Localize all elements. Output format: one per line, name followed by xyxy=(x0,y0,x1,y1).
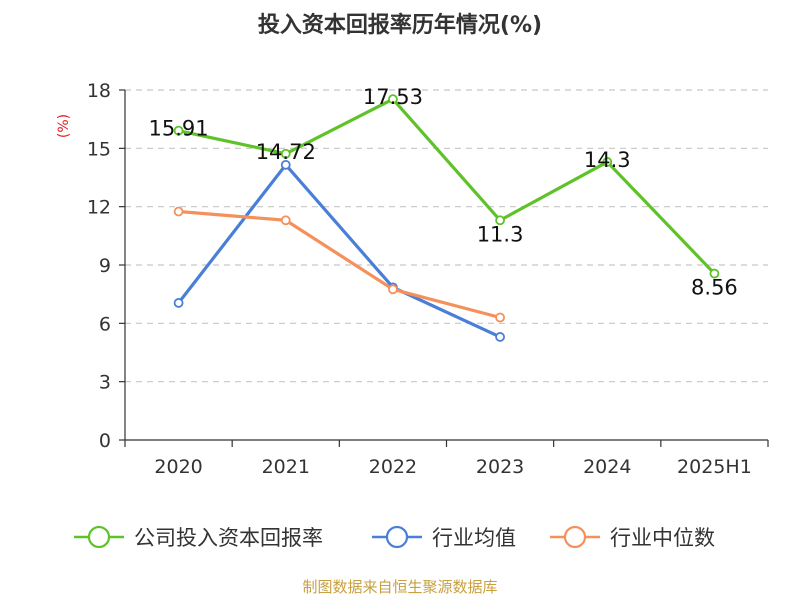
series-2-point-0 xyxy=(173,206,184,217)
series-0-point-4 xyxy=(602,157,613,167)
legend-label-0: 公司投入资本回报率 xyxy=(134,526,323,550)
legend-label-1: 行业均值 xyxy=(432,526,516,550)
data-label-2022: 17.53 xyxy=(363,85,423,109)
x-tick-label-2025H1: 2025H1 xyxy=(677,456,752,478)
data-label-2025H1: 8.56 xyxy=(691,276,738,300)
axes: 0 3 6 9 12 15 18 2020 2021 2022 2023 2024 2025H1 xyxy=(87,80,769,478)
chart-title: 投入资本回报率历年情况(%) xyxy=(258,12,542,38)
x-tick-label-2023: 2023 xyxy=(476,456,524,478)
series-2-point-2 xyxy=(388,284,398,295)
legend-marker-1 xyxy=(385,525,409,549)
series-1-point-3 xyxy=(495,332,505,342)
series-0-point-3 xyxy=(495,215,505,226)
series-line-2 xyxy=(178,209,501,320)
y-tick-label-0: 0 xyxy=(99,430,111,452)
legend-marker-2 xyxy=(563,525,587,549)
series-0-point-1 xyxy=(280,148,291,159)
x-tick-label-2022: 2022 xyxy=(369,456,417,478)
legend-label-2: 行业中位数 xyxy=(610,526,715,550)
data-labels: 15.91 14.72 17.53 11.3 14.3 8.56 xyxy=(149,85,738,299)
series-0-point-5 xyxy=(709,268,720,279)
series-line-0 xyxy=(178,97,716,275)
legend[interactable]: 公司投入资本回报率 行业均值 行业中位数 xyxy=(74,525,715,550)
data-label-2021: 14.72 xyxy=(256,140,316,164)
x-tick-label-2024: 2024 xyxy=(583,456,631,478)
series-1-point-0 xyxy=(173,298,184,308)
y-tick-label-18: 18 xyxy=(87,80,111,102)
series-lines xyxy=(173,94,720,342)
series-1-point-1 xyxy=(280,159,291,170)
legend-marker-0 xyxy=(87,525,111,549)
series-line-1 xyxy=(177,163,501,339)
series-2-point-3 xyxy=(495,312,505,323)
grid-lines xyxy=(125,89,768,383)
series-0-point-2 xyxy=(388,94,398,105)
y-axis-label: (%) xyxy=(56,114,72,138)
y-tick-label-3: 3 xyxy=(99,372,111,394)
data-label-2023: 11.3 xyxy=(477,222,524,246)
y-tick-label-15: 15 xyxy=(87,138,111,160)
y-tick-label-6: 6 xyxy=(99,313,111,335)
series-0-point-0 xyxy=(173,125,184,136)
x-tick-label-2021: 2021 xyxy=(262,456,310,478)
y-tick-label-12: 12 xyxy=(87,197,111,219)
source-note: 制图数据来自恒生聚源数据库 xyxy=(302,578,497,596)
data-label-2020: 15.91 xyxy=(149,117,209,141)
y-tick-label-9: 9 xyxy=(99,255,111,277)
series-2-point-1 xyxy=(280,215,291,226)
data-label-2024: 14.3 xyxy=(584,148,631,172)
x-tick-label-2020: 2020 xyxy=(154,456,202,478)
